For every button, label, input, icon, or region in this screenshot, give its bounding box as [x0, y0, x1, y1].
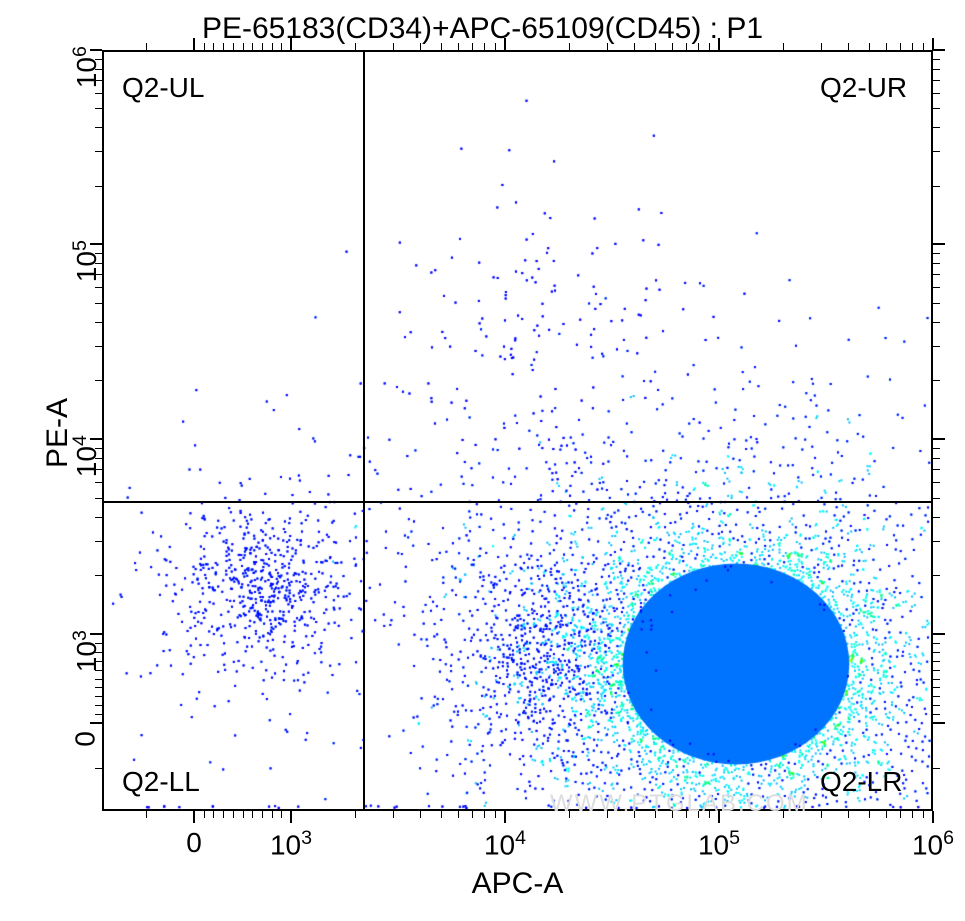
x-tick-label: 0 — [186, 827, 202, 859]
y-tick-label: 106 — [69, 46, 103, 88]
plot-border — [102, 50, 933, 811]
quadrant-line-vertical — [363, 50, 365, 811]
quadrant-line-horizontal — [102, 501, 933, 503]
quadrant-label-ll: Q2-LL — [122, 766, 200, 798]
y-tick-label: 0 — [70, 731, 102, 747]
x-tick-label: 105 — [698, 827, 740, 861]
x-tick-label: 103 — [270, 827, 312, 861]
x-tick-label: 106 — [912, 827, 954, 861]
chart-title: PE-65183(CD34)+APC-65109(CD45) : P1 — [0, 12, 965, 46]
x-axis-label: APC-A — [468, 867, 568, 901]
watermark-text: WWW.PTGLAB.COM — [550, 790, 809, 818]
quadrant-label-ul: Q2-UL — [122, 72, 204, 104]
chart-container: PE-65183(CD34)+APC-65109(CD45) : P1 Q2-U… — [0, 0, 965, 921]
quadrant-label-ur: Q2-UR — [820, 72, 907, 104]
y-tick-label: 104 — [69, 435, 103, 477]
x-tick-label: 104 — [484, 827, 526, 861]
quadrant-label-lr: Q2-LR — [820, 766, 902, 798]
y-tick-label: 105 — [69, 240, 103, 282]
